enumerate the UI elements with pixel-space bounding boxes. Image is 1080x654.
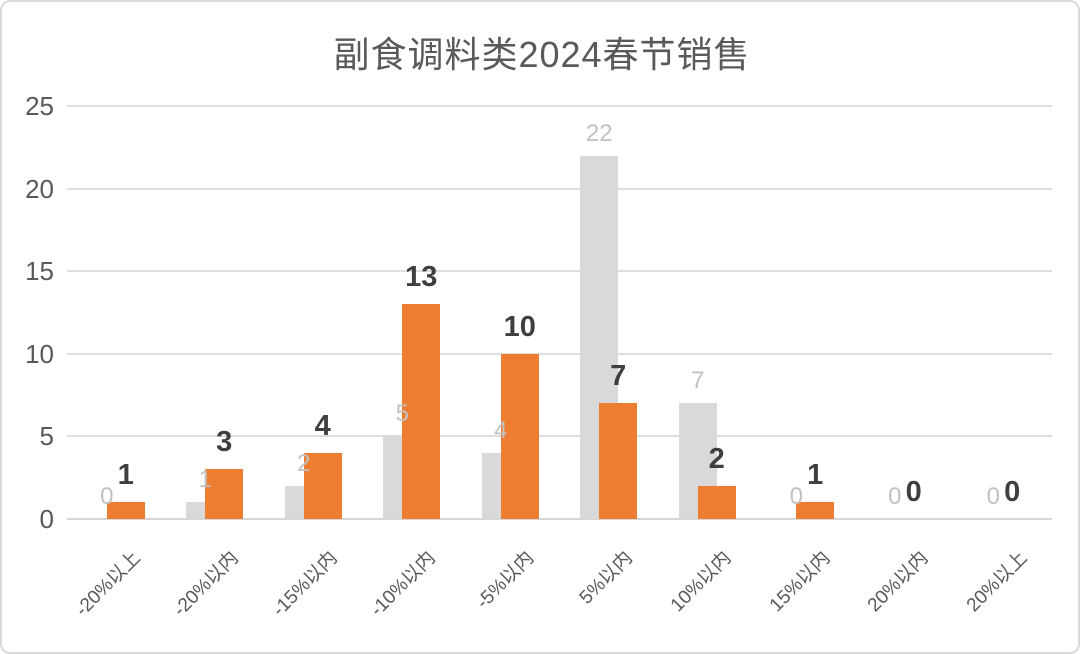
- value-label-orange: 1: [117, 459, 134, 492]
- bar-orange-15%以内: [796, 502, 835, 519]
- value-label-orange: 0: [1004, 476, 1021, 508]
- value-label-orange: 2: [708, 442, 725, 475]
- value-label-gray: 1: [198, 466, 212, 494]
- gridline: [67, 352, 1052, 355]
- x-category-label: -15%以内: [268, 547, 342, 621]
- value-label-gray: 22: [585, 119, 613, 147]
- value-label-gray: 0: [986, 483, 1000, 510]
- x-category-label: -10%以内: [367, 547, 441, 621]
- x-category-label: -20%以内: [170, 547, 244, 621]
- y-tick-label: 15: [25, 256, 54, 287]
- value-label-orange: 7: [610, 360, 627, 393]
- value-label-orange: 10: [503, 310, 536, 343]
- y-tick-label: 0: [39, 504, 54, 534]
- chart-title: 副食调料类2024春节销售: [333, 34, 751, 75]
- bar-orange--5%以内: [500, 353, 539, 519]
- value-label-gray: 0: [888, 483, 902, 510]
- x-category-label: 20%以内: [864, 547, 933, 617]
- gridline: [67, 105, 1052, 107]
- bar-orange-10%以内: [697, 485, 736, 519]
- x-category-label: 15%以内: [765, 547, 835, 617]
- y-tick-label: 25: [25, 91, 54, 121]
- bar-orange--20%以内: [205, 469, 244, 519]
- y-tick-label: 5: [39, 421, 54, 452]
- gridline: [67, 187, 1052, 190]
- value-label-gray: 0: [100, 483, 114, 510]
- value-label-gray: 2: [297, 449, 311, 477]
- bar-orange--15%以内: [303, 452, 342, 519]
- x-axis-line: [67, 518, 1052, 520]
- x-category-label: 20%以上: [962, 547, 1032, 617]
- value-label-orange: 0: [905, 476, 922, 508]
- x-category-label: 5%以内: [575, 547, 638, 609]
- x-category-label: -5%以内: [473, 547, 539, 614]
- bar-orange--20%以上: [106, 502, 145, 519]
- value-label-gray: 4: [494, 416, 508, 444]
- x-category-label: 10%以内: [667, 547, 736, 617]
- value-label-gray: 7: [691, 367, 705, 395]
- value-label-orange: 3: [216, 426, 233, 459]
- value-label-orange: 13: [405, 261, 438, 294]
- value-label-orange: 1: [807, 459, 824, 492]
- value-label-gray: 0: [789, 483, 803, 510]
- y-tick-label: 20: [25, 173, 54, 204]
- value-label-orange: 4: [314, 409, 331, 442]
- value-label-gray: 5: [395, 400, 409, 428]
- bar-orange--10%以内: [402, 304, 441, 519]
- gridline: [67, 435, 1052, 438]
- x-category-label: -20%以上: [71, 547, 145, 621]
- gridline: [67, 270, 1052, 273]
- bar-orange-5%以内: [599, 403, 638, 519]
- y-tick-label: 10: [25, 338, 54, 369]
